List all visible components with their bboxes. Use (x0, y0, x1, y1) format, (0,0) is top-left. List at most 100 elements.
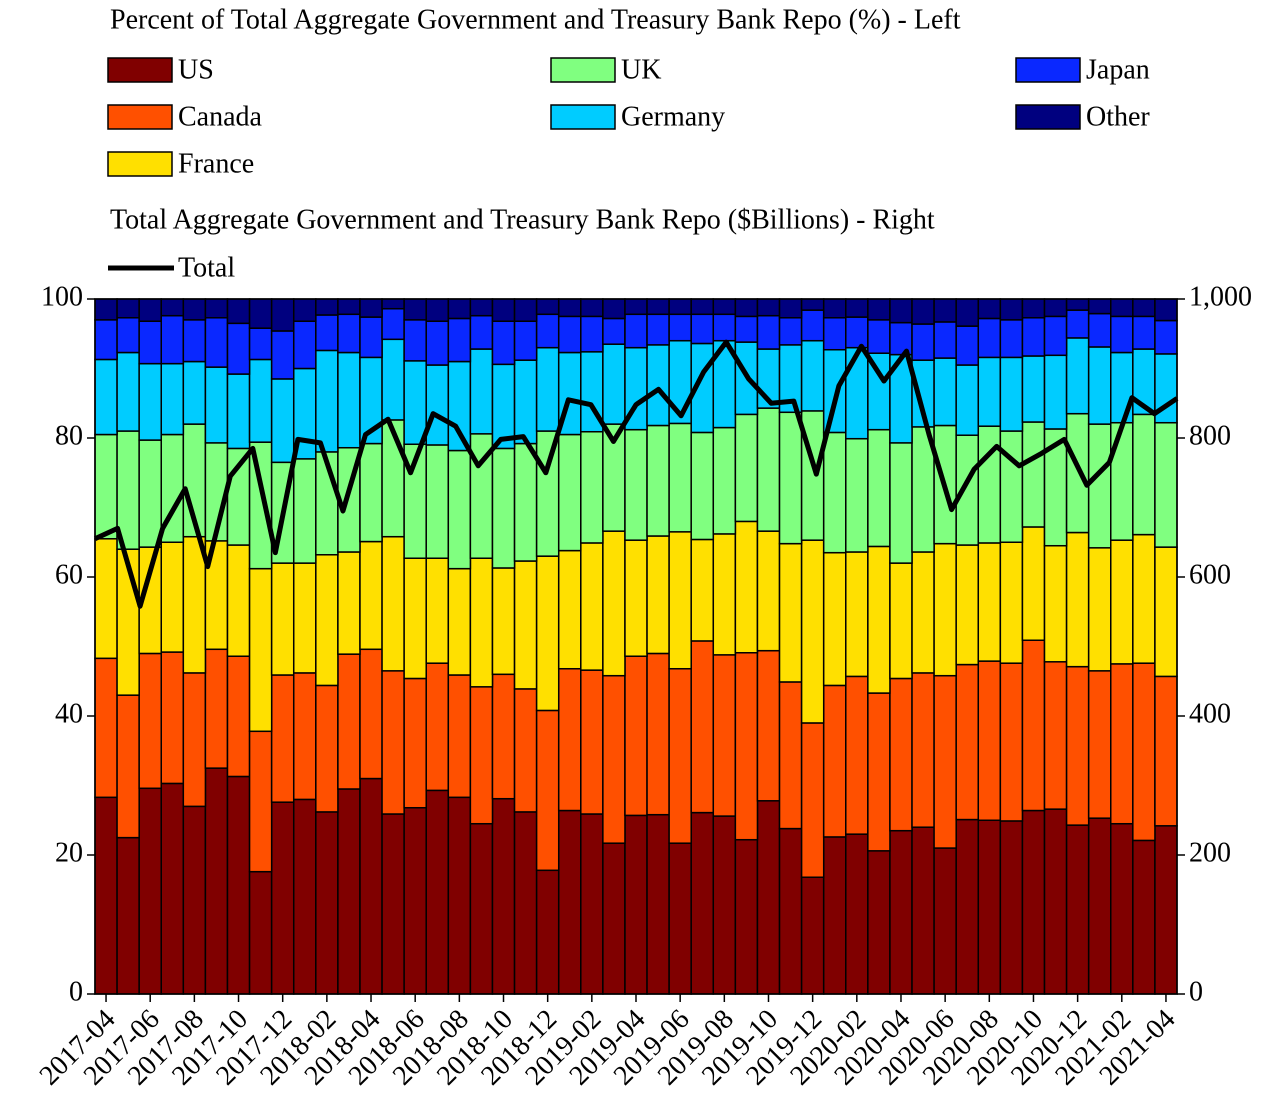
total-line (93, 339, 1179, 609)
bar-segment (138, 362, 162, 441)
bar-segment (734, 838, 759, 995)
bar-segment (778, 411, 803, 545)
bar-segment (315, 811, 339, 995)
bar-segment (535, 313, 560, 349)
bar-segment (1021, 298, 1046, 319)
bar-segment (977, 425, 1002, 544)
bar-segment (1110, 421, 1134, 541)
bar-segment (668, 667, 692, 844)
y2-tick-label: 0 (1189, 976, 1203, 1007)
bar-segment (646, 313, 670, 346)
bar-segment (116, 317, 140, 354)
bar-segment (226, 373, 251, 450)
bar-segment (602, 674, 626, 844)
bar-segment (1043, 808, 1068, 995)
bar-segment (248, 567, 273, 733)
bar-segment (646, 424, 670, 537)
bar-segment (491, 447, 516, 569)
bar-segment (690, 298, 715, 316)
bar-segment (734, 520, 759, 654)
bar-segment (734, 413, 759, 523)
bar-segment (469, 557, 494, 688)
bar-segment (999, 298, 1024, 321)
bar-segment (1132, 298, 1156, 318)
bar-segment (977, 356, 1002, 427)
bar-segment (646, 652, 670, 816)
bar-segment (867, 319, 891, 354)
bar-segment (955, 298, 980, 327)
bar-segment (94, 796, 118, 995)
bar-segment (204, 366, 229, 444)
y2-title: Total Aggregate Government and Treasury … (110, 204, 935, 235)
bar-segment (315, 314, 339, 352)
y2-tick-label: 800 (1189, 420, 1231, 451)
bar-segment (248, 730, 273, 873)
bar-segment (1087, 312, 1112, 348)
bar-segment (557, 433, 582, 552)
bar-segment (712, 815, 737, 995)
bar-segment (248, 298, 273, 329)
bar-segment (116, 694, 140, 839)
bar-segment (337, 298, 361, 316)
bar-segment (734, 652, 759, 841)
bar-segment (425, 320, 450, 366)
bar-segment (845, 551, 869, 678)
bar-segment (226, 544, 251, 657)
bar-segment (403, 360, 427, 446)
bar-segment (1154, 421, 1178, 548)
bar-segment (447, 567, 472, 676)
bar-segment (999, 319, 1024, 359)
bar-segment (513, 442, 538, 562)
bar-segment (1087, 817, 1112, 995)
bar-segment (822, 348, 847, 434)
legend-swatch (1015, 104, 1081, 130)
bar-segment (557, 809, 582, 995)
bar-segment (160, 362, 185, 436)
bar-segment (1065, 665, 1090, 826)
bar-segment (491, 320, 516, 366)
bar-segment (116, 836, 140, 995)
bar-segment (756, 298, 781, 317)
bar-segment (359, 316, 383, 359)
bar-segment (535, 869, 560, 995)
bar-segment (800, 539, 825, 724)
bar-segment (845, 833, 869, 995)
bar-segment (204, 298, 229, 319)
bar-segment (138, 298, 162, 322)
bar-segment (226, 655, 251, 778)
bar-segment (248, 358, 273, 443)
bar-segment (822, 298, 847, 319)
legend-swatch (550, 104, 616, 130)
bar-segment (1154, 825, 1178, 995)
bar-segment (270, 801, 295, 995)
bar-segment (1154, 319, 1178, 355)
chart-title: Percent of Total Aggregate Government an… (110, 4, 961, 35)
bar-segment (337, 788, 361, 995)
y-tick-label: 100 (41, 281, 83, 312)
bar-segment (1110, 539, 1134, 665)
bar-segment (933, 298, 957, 323)
bar-segment (690, 640, 715, 814)
bar-segment (1087, 547, 1112, 672)
bar-segment (580, 813, 604, 995)
bar-segment (513, 320, 538, 361)
bar-segment (270, 562, 295, 676)
legend-swatch (107, 104, 173, 130)
bar-segment (160, 541, 185, 653)
bar-segment (381, 298, 405, 310)
bar-segment (712, 426, 737, 535)
bar-segment (933, 847, 957, 995)
bar-segment (447, 674, 472, 799)
bar-segment (624, 655, 648, 817)
bar-segment (1110, 298, 1134, 318)
bar-segment (889, 321, 913, 356)
bar-segment (756, 407, 781, 532)
bar-segment (513, 560, 538, 690)
bar-segment (1021, 317, 1046, 357)
bar-segment (557, 298, 582, 318)
bar-segment (270, 298, 295, 332)
bar-segment (1132, 839, 1156, 995)
bar-segment (712, 654, 737, 817)
bar-segment (867, 545, 891, 694)
bar-segment (226, 775, 251, 995)
